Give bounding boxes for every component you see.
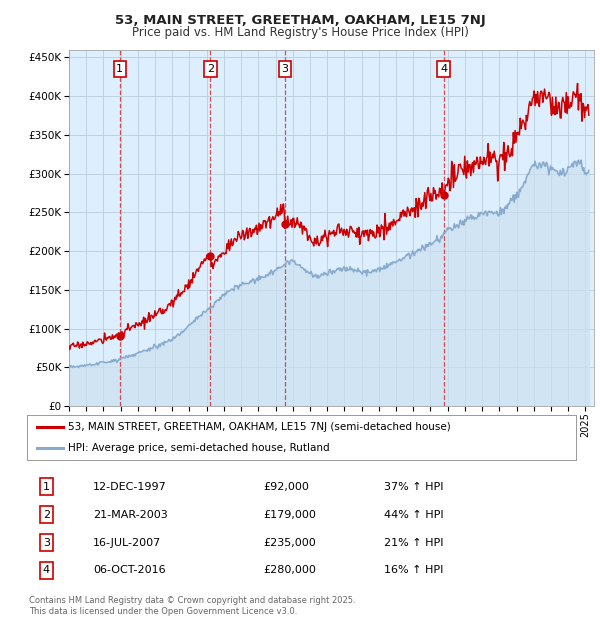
Text: 37% ↑ HPI: 37% ↑ HPI bbox=[384, 482, 443, 492]
Text: 53, MAIN STREET, GREETHAM, OAKHAM, LE15 7NJ: 53, MAIN STREET, GREETHAM, OAKHAM, LE15 … bbox=[115, 14, 485, 27]
Text: 4: 4 bbox=[43, 565, 50, 575]
Text: 12-DEC-1997: 12-DEC-1997 bbox=[93, 482, 167, 492]
Text: 3: 3 bbox=[281, 64, 289, 74]
Text: £92,000: £92,000 bbox=[263, 482, 309, 492]
Text: £280,000: £280,000 bbox=[263, 565, 316, 575]
Text: £235,000: £235,000 bbox=[263, 538, 316, 547]
Text: 16-JUL-2007: 16-JUL-2007 bbox=[93, 538, 161, 547]
Text: 3: 3 bbox=[43, 538, 50, 547]
Text: 06-OCT-2016: 06-OCT-2016 bbox=[93, 565, 166, 575]
Text: 1: 1 bbox=[43, 482, 50, 492]
Text: 16% ↑ HPI: 16% ↑ HPI bbox=[384, 565, 443, 575]
Text: 2: 2 bbox=[43, 510, 50, 520]
Text: 21% ↑ HPI: 21% ↑ HPI bbox=[384, 538, 443, 547]
Text: 44% ↑ HPI: 44% ↑ HPI bbox=[384, 510, 443, 520]
Text: 4: 4 bbox=[440, 64, 447, 74]
Text: 2: 2 bbox=[207, 64, 214, 74]
Text: Price paid vs. HM Land Registry's House Price Index (HPI): Price paid vs. HM Land Registry's House … bbox=[131, 26, 469, 39]
Text: Contains HM Land Registry data © Crown copyright and database right 2025.
This d: Contains HM Land Registry data © Crown c… bbox=[29, 596, 355, 616]
Text: £179,000: £179,000 bbox=[263, 510, 316, 520]
Text: HPI: Average price, semi-detached house, Rutland: HPI: Average price, semi-detached house,… bbox=[68, 443, 330, 453]
Text: 21-MAR-2003: 21-MAR-2003 bbox=[93, 510, 167, 520]
Text: 53, MAIN STREET, GREETHAM, OAKHAM, LE15 7NJ (semi-detached house): 53, MAIN STREET, GREETHAM, OAKHAM, LE15 … bbox=[68, 422, 451, 433]
Text: 1: 1 bbox=[116, 64, 123, 74]
